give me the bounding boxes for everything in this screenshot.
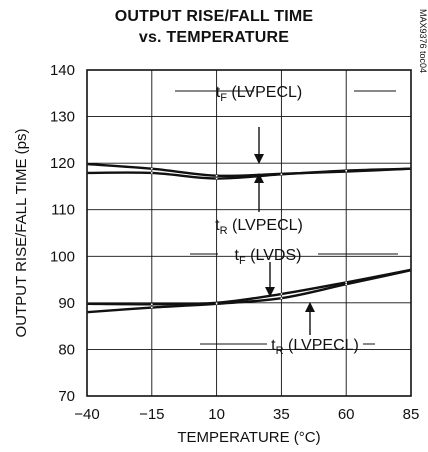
data-point	[150, 306, 153, 309]
x-tick-label: 35	[273, 406, 290, 423]
y-tick-label: 140	[50, 62, 75, 79]
y-axis-label: OUTPUT RISE/FALL TIME (ps)	[13, 129, 30, 338]
figure-code-watermark: MAX9376 toc04	[418, 9, 428, 73]
data-point	[280, 297, 283, 300]
x-tick-label: −40	[74, 406, 99, 423]
x-tick-label: 60	[338, 406, 355, 423]
series-line-tr-lvpecl-top	[86, 167, 412, 180]
data-point	[280, 173, 283, 176]
chart-title-line-2: vs. TEMPERATURE	[138, 29, 290, 46]
y-tick-label: 90	[58, 295, 75, 312]
y-tick-label: 70	[58, 388, 75, 405]
data-point	[215, 177, 218, 180]
y-tick-label: 80	[58, 341, 75, 358]
series-lines	[86, 162, 412, 314]
data-point	[345, 283, 348, 286]
series-line-tr-lvpecl-bottom	[86, 269, 412, 314]
x-tick-label: −15	[139, 406, 164, 423]
x-axis-label: TEMPERATURE (°C)	[177, 429, 320, 446]
axis-ticks: 70 80 90 100 110 120 130 140 −40 −15 10 35 60 85	[50, 62, 419, 423]
data-point	[345, 169, 348, 172]
annotation-tf-lvds: tF (LVDS)	[235, 247, 302, 267]
plot-frame	[86, 69, 412, 397]
annotation-tr-lvpecl-top: tR (LVPECL)	[215, 217, 303, 237]
series-line-tf-lvds	[86, 268, 412, 306]
data-point	[215, 174, 218, 177]
y-tick-label: 100	[50, 248, 75, 265]
y-tick-label: 120	[50, 155, 75, 172]
annotation-tf-lvpecl: tF (LVPECL)	[216, 84, 302, 104]
data-point	[215, 302, 218, 305]
x-tick-label: 10	[208, 406, 225, 423]
annotations: tF (LVPECL) tR (LVPECL) tF (LVDS) tR (LV…	[175, 84, 398, 357]
y-tick-label: 110	[51, 202, 75, 219]
data-point	[150, 172, 153, 174]
chart-title-line-1: OUTPUT RISE/FALL TIME	[114, 8, 314, 25]
annotation-tr-lvpecl-bottom: tR (LVPECL)	[271, 337, 359, 357]
data-point	[150, 167, 153, 170]
x-tick-label: 85	[403, 406, 420, 423]
data-point	[345, 281, 348, 284]
y-tick-label: 130	[50, 109, 75, 126]
data-point	[150, 303, 153, 306]
data-point	[280, 293, 283, 295]
